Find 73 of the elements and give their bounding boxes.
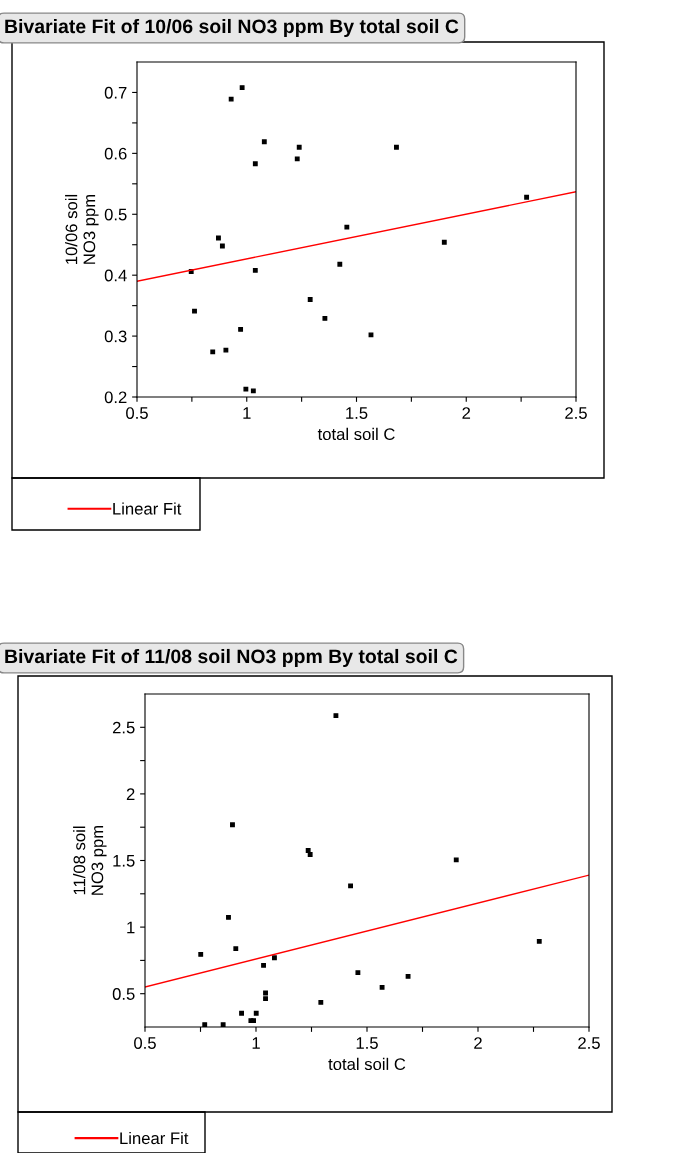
point — [238, 326, 244, 332]
point — [348, 883, 354, 889]
point — [379, 984, 385, 990]
point — [344, 224, 350, 230]
point — [263, 996, 268, 1002]
chart-title: Bivariate Fit of 10/06 soil NO3 ppm By total soil C — [5, 18, 459, 38]
legend-label: Linear Fit — [113, 502, 182, 515]
point — [263, 990, 268, 996]
x-axis-title: total soil C — [328, 1057, 406, 1071]
point — [253, 1010, 259, 1016]
x-tick-label: 2.5 — [565, 407, 587, 419]
point — [322, 315, 328, 321]
legend-label: Linear Fit — [120, 1131, 189, 1145]
point — [252, 161, 258, 167]
y-tick-label: 0.6 — [104, 147, 127, 160]
point — [368, 332, 374, 338]
x-tick-label: 1 — [252, 1037, 260, 1049]
y-tick-label: 0.2 — [104, 391, 127, 404]
point — [453, 857, 459, 863]
y-tick-label: 2 — [126, 788, 135, 800]
point — [198, 951, 204, 957]
y-tick-label: 0.3 — [104, 330, 127, 343]
x-tick-label: 1.5 — [356, 1037, 378, 1049]
point — [239, 1010, 245, 1016]
point — [233, 946, 239, 952]
x-tick-label: 2.5 — [578, 1037, 600, 1049]
point — [210, 349, 216, 355]
y-axis-title: 11/08 soil NO3 ppm — [73, 825, 107, 895]
point — [296, 144, 302, 150]
point — [337, 261, 343, 267]
x-axis-title: total soil C — [317, 427, 395, 441]
point — [271, 955, 277, 961]
point — [250, 388, 256, 394]
x-tick-label: 1 — [243, 407, 251, 419]
x-tick-label: 0.5 — [134, 1037, 156, 1049]
point — [294, 156, 300, 162]
point — [394, 144, 399, 150]
y-tick-label: 0.5 — [112, 988, 135, 1000]
point — [228, 96, 234, 102]
point — [216, 235, 221, 241]
y-tick-label: 0.5 — [104, 208, 127, 221]
y-tick-label: 0.7 — [104, 86, 127, 99]
point — [202, 1022, 208, 1027]
y-tick-label: 1 — [127, 921, 135, 934]
point — [192, 308, 197, 314]
point — [239, 85, 245, 91]
x-tick-label: 1.5 — [346, 407, 368, 419]
point — [261, 139, 267, 145]
point — [261, 962, 266, 968]
point — [220, 1022, 226, 1027]
point — [230, 822, 235, 828]
point — [226, 914, 231, 920]
point — [223, 347, 229, 353]
chart-title: Bivariate Fit of 11/08 soil NO3 ppm By total soil C — [5, 648, 458, 668]
point — [305, 848, 311, 853]
x-tick-label: 2 — [474, 1037, 482, 1049]
point — [307, 852, 313, 857]
point — [219, 243, 225, 249]
point — [318, 999, 324, 1005]
point — [307, 297, 313, 302]
point — [405, 973, 411, 979]
point — [333, 713, 339, 719]
y-axis-title: 10/06 soil NO3 ppm — [65, 194, 99, 264]
y-tick-label: 1.5 — [113, 855, 135, 867]
point — [536, 938, 542, 944]
x-tick-label: 2 — [462, 407, 471, 419]
point — [355, 970, 361, 976]
point — [252, 267, 258, 273]
point — [524, 194, 530, 200]
y-tick-label: 0.4 — [104, 269, 127, 282]
point — [243, 386, 249, 392]
point — [441, 239, 447, 245]
y-tick-label: 2.5 — [112, 721, 135, 734]
